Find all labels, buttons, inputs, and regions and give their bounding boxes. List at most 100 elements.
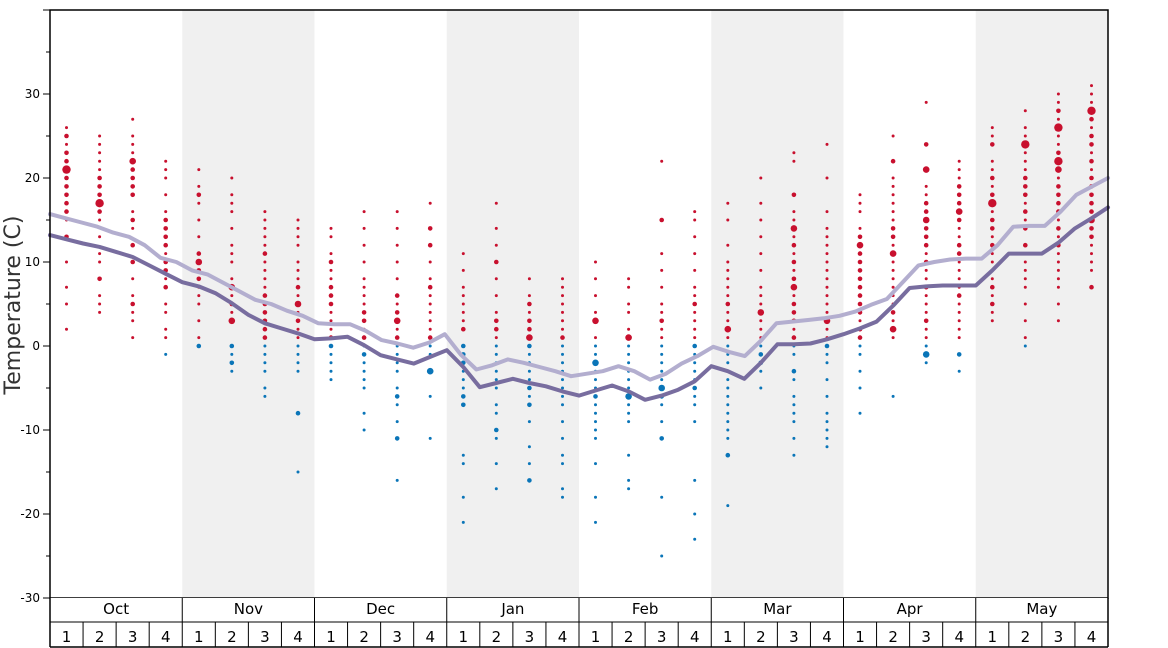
observation-dot [955,208,963,215]
observation-dot [594,277,597,281]
observation-dot [660,344,664,348]
observation-dot [1023,109,1027,113]
observation-dot [791,335,797,340]
observation-dot [131,294,135,298]
observation-dot [461,495,465,499]
observation-dot [726,201,730,205]
observation-dot [693,268,697,272]
observation-dot [263,386,267,390]
observation-dot [164,327,168,331]
observation-dot [263,218,267,222]
observation-dot [527,478,532,483]
observation-dot [296,268,300,272]
observation-dot [64,184,69,189]
observation-dot [494,487,498,491]
observation-dot [957,168,961,172]
observation-dot [825,260,829,264]
observation-dot [792,294,796,298]
observation-dot [130,167,135,172]
month-band-may [975,10,1108,598]
observation-dot [924,294,928,298]
observation-dot [98,235,102,239]
observation-dot [1023,201,1027,205]
observation-dot [296,470,300,474]
observation-dot [693,394,697,398]
observation-dot [329,310,333,314]
observation-dot [197,235,201,239]
observation-dot [362,260,366,264]
observation-dot [163,242,168,248]
observation-dot [693,420,697,424]
observation-dot [792,411,796,415]
observation-dot [1023,344,1027,348]
observation-dot [131,310,135,314]
observation-dot [461,453,465,457]
observation-dot [362,243,366,247]
observation-dot [957,235,961,239]
observation-dot [65,327,68,331]
observation-dot [494,277,498,281]
observation-dot [1089,133,1094,139]
week-label: 3 [128,628,138,646]
observation-dot [990,210,994,214]
observation-dot [263,268,267,272]
week-label: 3 [921,628,931,646]
observation-dot [660,369,664,373]
observation-dot [1023,277,1027,281]
observation-dot [1056,235,1060,239]
observation-dot [527,369,531,373]
observation-dot [1089,209,1094,214]
observation-dot [956,242,962,248]
observation-dot [1056,277,1060,281]
observation-dot [1090,260,1093,264]
observation-dot [890,158,896,164]
observation-dot [792,327,796,331]
week-label: 4 [954,628,964,646]
observation-dot [726,218,730,222]
observation-dot [65,126,68,130]
observation-dot [759,294,763,298]
observation-dot [758,352,764,357]
observation-dot [658,384,665,392]
light-average-line [48,176,1110,382]
observation-dot [395,478,399,482]
observation-dot [362,378,366,382]
observation-dot [956,217,962,223]
observation-dot [394,335,400,340]
observation-dot [262,293,268,298]
observation-dot [461,343,466,349]
observation-dot [825,428,829,432]
observation-dot [130,184,135,189]
observation-dot [891,134,895,138]
observation-dot [262,310,268,315]
observation-dot [594,294,597,298]
observation-dot [64,209,69,214]
observation-dot [990,294,994,298]
observation-dot [792,453,796,457]
week-label: 4 [161,628,171,646]
observation-dot [329,268,333,272]
observation-dot [494,436,498,440]
observation-dot [693,336,697,340]
observation-dot [494,201,498,205]
observation-dot [957,277,961,281]
observation-dot [1023,260,1027,264]
observation-dot [625,393,632,400]
week-label: 4 [293,628,303,646]
observation-dot [1023,192,1028,198]
observation-dot [1056,176,1060,180]
observation-dot [197,302,201,306]
observation-dot [726,344,730,348]
observation-dot [362,369,366,373]
observation-dot [659,318,664,324]
observation-dot [1056,117,1060,121]
observation-dot [230,252,234,256]
observation-dot [1056,226,1061,231]
observation-dot [791,192,797,198]
observation-dot [792,378,796,382]
observation-dot [494,226,498,230]
observation-dot [957,176,961,180]
observation-dot [1089,284,1094,290]
observation-dot [792,159,796,163]
observation-dot [693,310,697,314]
